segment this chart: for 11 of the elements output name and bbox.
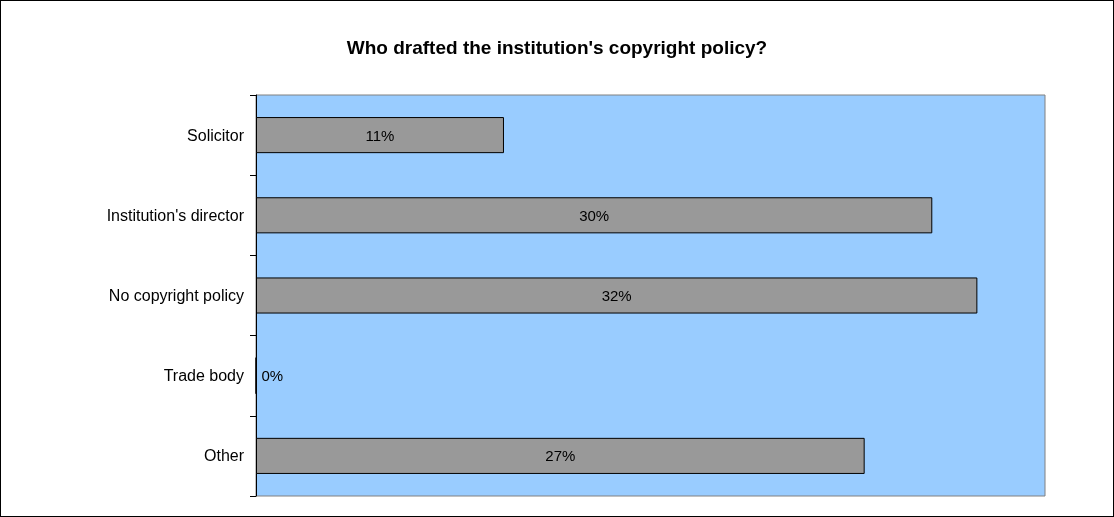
data-label: 30% <box>579 206 610 224</box>
y-tick-label: Trade body <box>163 367 244 385</box>
y-tick-label: Institution's director <box>106 206 245 224</box>
data-label: 0% <box>261 367 284 385</box>
data-label: 27% <box>545 447 576 465</box>
y-tick-label: No copyright policy <box>108 287 244 304</box>
chart-title: Who drafted the institution's copyright policy? <box>346 37 768 58</box>
y-tick-label: Other <box>203 447 245 465</box>
data-label: 11% <box>365 126 395 144</box>
data-label: 32% <box>601 287 632 304</box>
y-tick-label: Solicitor <box>187 126 245 144</box>
